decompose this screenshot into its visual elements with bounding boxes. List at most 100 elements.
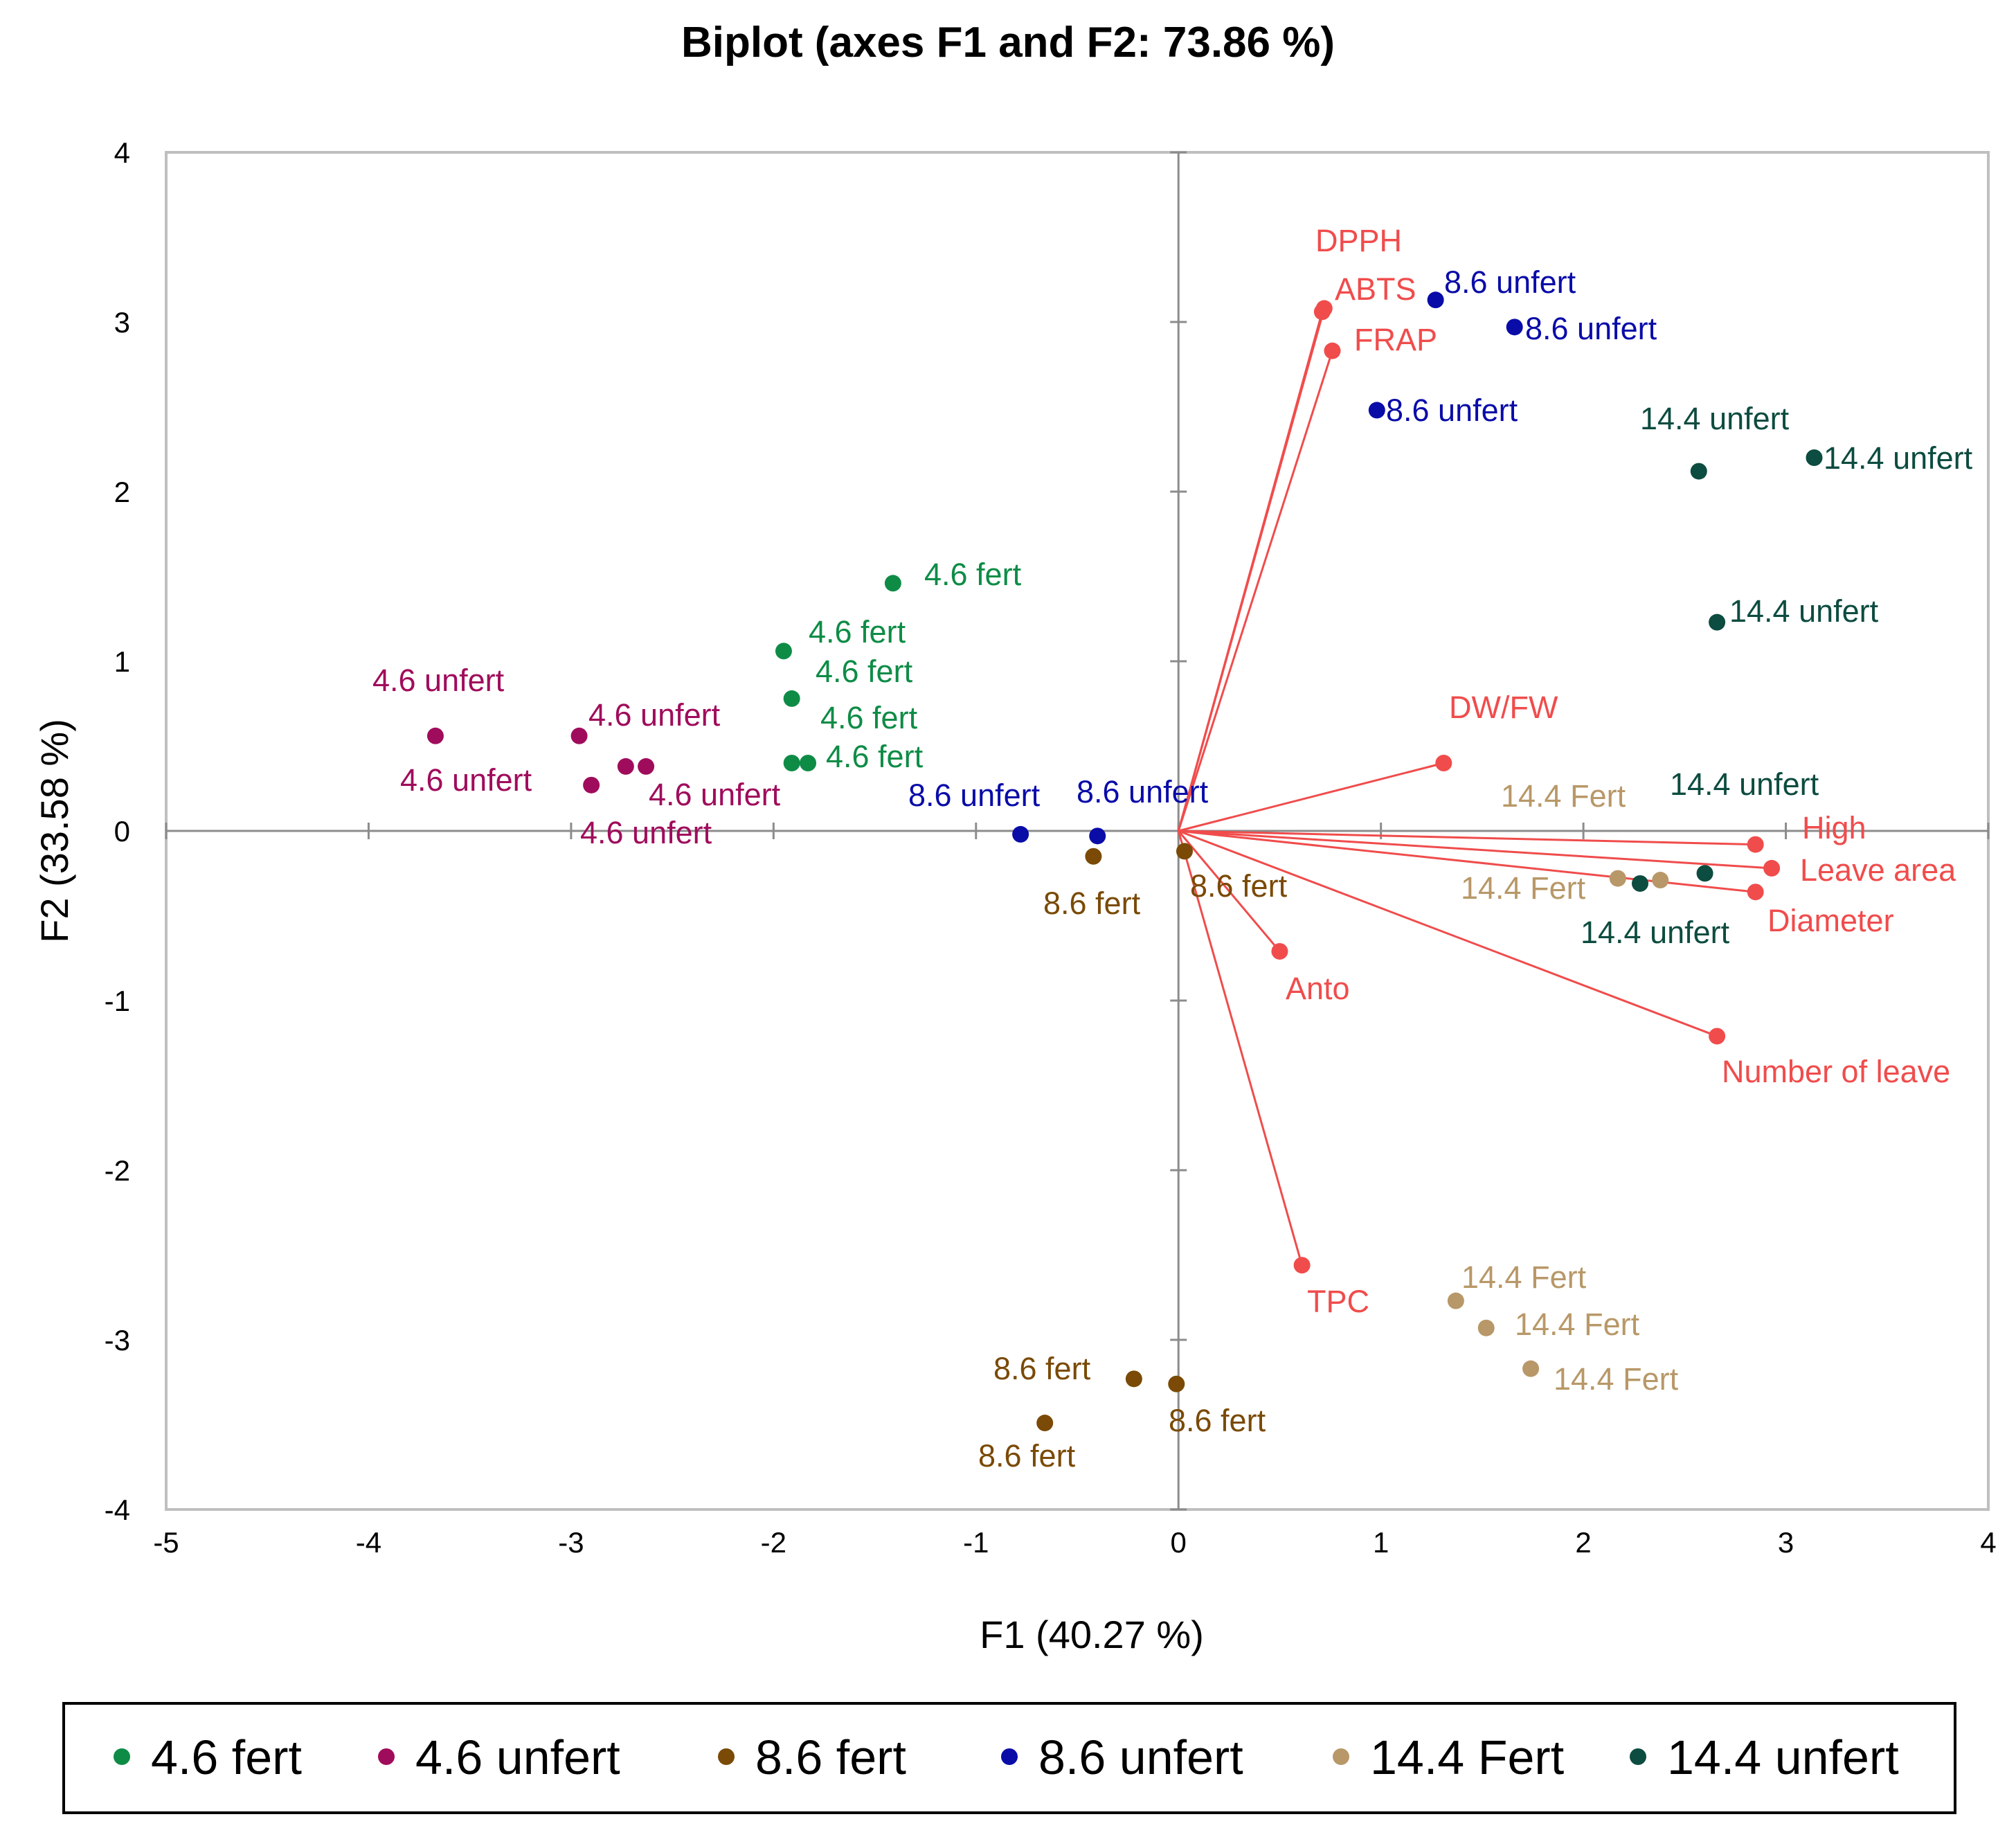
vector-dw-fw [1178,762,1444,832]
vector-tip-number-of-leave [1709,1028,1726,1045]
vector-tip-abts [1313,303,1331,321]
point-label-4-6-unfert: 4.6 unfert [588,697,721,733]
y-tick-label: 0 [114,815,130,848]
point-4-6-fert [783,690,800,707]
x-tick-label: -4 [356,1526,381,1559]
point-label-4-6-unfert: 4.6 unfert [649,777,781,812]
point-8-6-fert [1125,1370,1142,1388]
axes-layer: -5 -4 -3 -2 -1 0 1 2 3 4 -4 -3 -2 -1 0 1 2 3 4 [105,136,1997,1559]
vector-tip-diameter [1747,884,1764,901]
observation-points: 4.6 fert 4.6 fert 4.6 fert 4.6 fert 4.6 fert… [372,265,1973,1473]
x-tick-label: 1 [1373,1526,1389,1559]
point-14-4-fert [1652,872,1669,889]
legend-marker-14-4-unfert [1630,1748,1646,1765]
point-4-6-unfert [570,727,588,744]
point-label-14-4-fert: 14.4 Fert [1501,778,1626,814]
variable-label-diameter: Diameter [1767,903,1894,938]
point-8-6-unfert [1506,319,1523,336]
variable-label-leave-area: Leave area [1800,852,1956,888]
point-8-6-unfert [1089,827,1106,845]
vector-tip-frap [1324,342,1341,359]
x-axis-label: F1 (40.27 %) [980,1613,1204,1656]
point-4-6-unfert [638,758,655,775]
y-tick-label: 3 [114,306,130,339]
vector-abts [1177,311,1324,832]
point-label-8-6-unfert: 8.6 unfert [1386,393,1518,428]
point-label-4-6-fert: 4.6 fert [820,700,918,735]
point-label-14-4-unfert: 14.4 unfert [1729,593,1879,629]
y-tick-label: -2 [105,1154,130,1187]
x-tick-label: 4 [1980,1526,1996,1559]
legend-label-4-6-fert: 4.6 fert [151,1730,302,1784]
point-label-4-6-fert: 4.6 fert [809,614,906,649]
point-label-4-6-fert: 4.6 fert [816,654,913,689]
x-tick-label: -5 [153,1526,179,1559]
point-label-4-6-unfert: 4.6 unfert [400,762,532,798]
y-tick-label: -1 [105,985,130,1017]
x-tick-label: 2 [1575,1526,1591,1559]
point-label-8-6-fert: 8.6 fert [1169,1403,1266,1438]
point-14-4-unfert [1806,449,1823,466]
legend-marker-8-6-unfert [1001,1748,1018,1765]
point-14-4-fert [1522,1360,1540,1377]
legend-marker-4-6-unfert [378,1748,395,1765]
point-label-14-4-fert: 14.4 Fert [1461,1260,1587,1295]
point-label-14-4-fert: 14.4 Fert [1554,1361,1679,1397]
point-4-6-fert [800,755,817,771]
point-14-4-fert [1477,1319,1495,1336]
x-tick-label: 0 [1171,1526,1187,1559]
chart-title: Biplot (axes F1 and F2: 73.86 %) [681,19,1335,66]
point-4-6-fert [775,643,792,660]
vector-tpc [1177,830,1304,1266]
legend-marker-4-6-fert [114,1748,130,1765]
point-label-14-4-fert: 14.4 Fert [1461,870,1586,906]
point-14-4-unfert [1709,613,1726,631]
point-label-14-4-unfert: 14.4 unfert [1670,767,1819,802]
point-label-8-6-unfert: 8.6 unfert [1525,311,1657,346]
point-label-14-4-unfert: 14.4 unfert [1824,440,1973,476]
vector-tip-dw-fw [1435,755,1452,771]
variable-label-high: High [1802,810,1866,845]
point-4-6-unfert [426,727,444,744]
point-14-4-fert [1447,1292,1464,1309]
legend-label-4-6-unfert: 4.6 unfert [415,1730,620,1784]
vector-tip-anto [1271,942,1288,960]
point-label-14-4-unfert: 14.4 unfert [1581,915,1730,950]
point-8-6-fert [1036,1415,1054,1432]
point-4-6-unfert [617,758,634,775]
point-14-4-fert [1609,870,1626,887]
point-label-14-4-unfert: 14.4 unfert [1640,401,1790,436]
legend-label-8-6-unfert: 8.6 unfert [1038,1730,1243,1784]
legend-marker-14-4-fert [1333,1748,1349,1765]
variable-label-dpph: DPPH [1315,223,1402,258]
point-4-6-fert [783,755,800,771]
variable-label-anto: Anto [1286,971,1350,1006]
point-label-8-6-fert: 8.6 fert [1190,868,1288,904]
point-8-6-unfert [1012,825,1029,843]
point-8-6-fert [1085,848,1102,865]
point-4-6-unfert [583,776,600,794]
legend-marker-8-6-fert [718,1748,735,1765]
x-tick-label: -2 [761,1526,786,1559]
y-tick-label: 1 [114,645,130,678]
point-8-6-unfert [1427,292,1444,309]
legend-label-14-4-fert: 14.4 Fert [1370,1730,1564,1784]
point-8-6-unfert [1368,402,1385,419]
point-label-8-6-unfert: 8.6 unfert [1444,265,1576,300]
y-tick-label: -3 [105,1324,130,1356]
point-14-4-unfert [1631,875,1648,892]
vector-tip-tpc [1293,1257,1311,1274]
vector-frap [1177,350,1333,832]
y-tick-label: 4 [114,136,130,169]
variable-label-tpc: TPC [1307,1284,1369,1319]
y-axis-label: F2 (33.58 %) [33,719,76,943]
point-label-8-6-fert: 8.6 fert [978,1438,1076,1473]
point-label-8-6-fert: 8.6 fert [1043,886,1141,921]
variable-vectors: DPPH ABTS FRAP DW/FW High Leave area Diameter N… [1177,223,1956,1319]
point-label-8-6-fert: 8.6 fert [993,1351,1091,1386]
point-label-8-6-unfert: 8.6 unfert [1077,774,1209,809]
point-label-4-6-fert: 4.6 fert [924,557,1022,592]
vector-tip-leave-area [1763,859,1781,877]
point-14-4-unfert [1696,865,1713,882]
variable-label-frap: FRAP [1354,322,1437,357]
